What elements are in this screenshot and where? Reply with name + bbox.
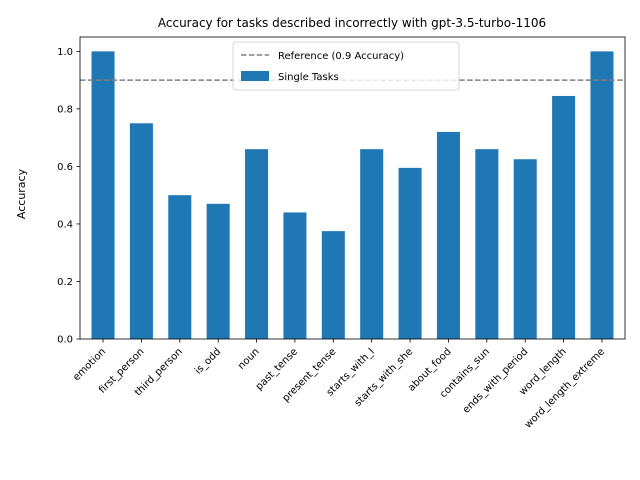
- y-tick-label: 0.8: [57, 104, 73, 115]
- y-tick-label: 1.0: [57, 47, 73, 58]
- axes-group: [79, 36, 626, 340]
- bar-first_person: [129, 123, 153, 339]
- y-tick-label: 0.2: [57, 277, 73, 288]
- y-tick-label: 0.6: [57, 162, 73, 173]
- bar-present_tense: [321, 231, 345, 339]
- bar-past_tense: [283, 212, 307, 339]
- bar-word_length: [552, 95, 576, 340]
- bars-group: [91, 51, 614, 340]
- legend-series-swatch: [241, 71, 269, 81]
- x-tick-label: is_odd: [193, 346, 223, 376]
- bar-emotion: [91, 51, 115, 339]
- x-tick-label: emotion: [71, 346, 108, 383]
- y-axis-label: Accuracy: [15, 168, 28, 219]
- legend-series-label: Single Tasks: [278, 72, 339, 83]
- plot-frame: [79, 36, 626, 340]
- x-tick-label: ends_with_period: [461, 346, 530, 415]
- bar-about_food: [436, 131, 460, 339]
- y-tick-label: 0.4: [57, 219, 73, 230]
- bar-noun: [245, 149, 269, 339]
- bar-ends_with_period: [513, 159, 537, 339]
- chart-title: Accuracy for tasks described incorrectly…: [158, 16, 546, 30]
- bar-is_odd: [206, 203, 230, 339]
- x-tick-label: word_length_extreme: [523, 346, 607, 430]
- legend-box: [232, 41, 460, 91]
- y-tick-label: 0.0: [57, 335, 73, 346]
- bar-word_length_extreme: [590, 51, 614, 339]
- y-ticks-group: 0.0 0.2 0.4 0.6 0.8 1.0: [57, 47, 80, 346]
- bar-third_person: [168, 195, 192, 339]
- bar-contains_sun: [475, 149, 499, 339]
- bar-starts_with_I: [360, 149, 384, 339]
- legend-reference-label: Reference (0.9 Accuracy): [278, 51, 404, 62]
- x-tick-label: noun: [236, 346, 262, 372]
- bar-starts_with_she: [398, 167, 422, 339]
- legend: Reference (0.9 Accuracy) Single Tasks: [232, 41, 460, 91]
